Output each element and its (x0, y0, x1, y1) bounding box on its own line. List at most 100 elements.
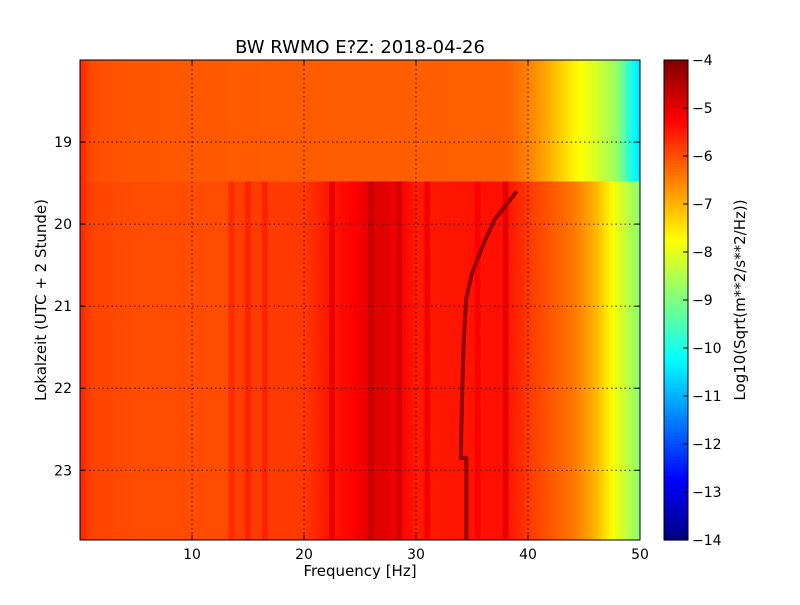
heatmap-cell-s1-c120 (416, 181, 420, 540)
heatmap-cell-s0-c95 (346, 60, 350, 182)
heatmap-cell-s1-c73 (284, 181, 288, 540)
heatmap-cell-s1-c78 (298, 181, 302, 540)
heatmap-cell-s1-c119 (413, 181, 417, 540)
heatmap-cell-s0-c31 (166, 60, 171, 182)
colorbar-cell-67 (664, 328, 688, 333)
heatmap-cell-s0-c74 (287, 60, 291, 182)
colorbar (664, 60, 688, 541)
heatmap-cell-s1-c133 (452, 181, 456, 540)
heatmap-cell-s0-c105 (374, 60, 378, 182)
heatmap-cell-s1-c99 (357, 181, 361, 540)
colorbar-cell-28 (664, 172, 688, 177)
heatmap-cell-s0-c188 (606, 60, 610, 182)
heatmap-cell-s0-c81 (306, 60, 311, 182)
colorbar-tick-label--6: −6 (692, 149, 713, 165)
heatmap-cell-s0-c118 (410, 60, 414, 182)
colorbar-cell-57 (664, 288, 688, 293)
heatmap-cell-s1-c38 (186, 181, 190, 540)
heatmap-cell-s1-c117 (407, 181, 411, 540)
heatmap-cell-s0-c175 (570, 60, 574, 182)
heatmap-cell-s0-c169 (553, 60, 557, 182)
heatmap-cell-s1-c79 (301, 181, 305, 540)
colorbar-cell-69 (664, 336, 688, 341)
heatmap-cell-s1-c84 (315, 181, 319, 540)
heatmap-cell-s0-c56 (236, 60, 241, 182)
heatmap-cell-s0-c151 (502, 60, 507, 182)
heatmap-cell-s0-c44 (203, 60, 207, 182)
heatmap-cell-s0-c156 (516, 60, 521, 182)
heatmap-cell-s1-c126 (432, 181, 437, 540)
heatmap-cell-s0-c64 (259, 60, 263, 182)
heatmap-cell-s1-c162 (533, 181, 537, 540)
colorbar-cell-99 (664, 456, 688, 461)
heatmap-cell-s0-c66 (264, 60, 269, 182)
colorbar-cell-106 (664, 484, 688, 489)
colorbar-tick-label--9: −9 (692, 293, 713, 309)
heatmap-cell-s0-c194 (623, 60, 627, 182)
heatmap-cell-s1-c39 (189, 181, 193, 540)
heatmap-cell-s0-c94 (343, 60, 347, 182)
heatmap-cell-s1-c193 (620, 181, 624, 540)
heatmap-cell-s0-c113 (396, 60, 400, 182)
heatmap-cell-s1-c7 (99, 181, 103, 540)
heatmap-cell-s1-c148 (494, 181, 498, 540)
heatmap-cell-s0-c178 (578, 60, 582, 182)
heatmap-cell-s1-c4 (91, 181, 95, 540)
heatmap-cell-s1-c190 (612, 181, 616, 540)
x-tick-label-50: 50 (631, 547, 649, 563)
heatmap-cell-s0-c89 (329, 60, 333, 182)
colorbar-cell-65 (664, 320, 688, 325)
heatmap-cell-s0-c177 (575, 60, 579, 182)
heatmap-cell-s0-c96 (348, 60, 353, 182)
heatmap-cell-s1-c33 (172, 181, 176, 540)
heatmap-cell-s0-c10 (108, 60, 112, 182)
heatmap-cell-s0-c106 (376, 60, 381, 182)
heatmap-cell-s0-c47 (211, 60, 215, 182)
heatmap-cell-s0-c150 (500, 60, 504, 182)
heatmap-cell-s1-c183 (592, 181, 596, 540)
heatmap-cell-s1-c93 (340, 181, 344, 540)
heatmap-cell-s1-c44 (203, 181, 207, 540)
heatmap-cell-s1-c125 (430, 181, 434, 540)
heatmap-cell-s0-c50 (220, 60, 224, 182)
heatmap-cell-s1-c92 (337, 181, 341, 540)
heatmap-cell-s1-c16 (124, 181, 129, 540)
heatmap-cell-s0-c70 (276, 60, 280, 182)
colorbar-cell-36 (664, 204, 688, 209)
heatmap-cell-s0-c6 (96, 60, 101, 182)
heatmap-cell-s0-c124 (427, 60, 431, 182)
heatmap-cell-s0-c57 (239, 60, 243, 182)
colorbar-cell-96 (664, 444, 688, 449)
heatmap-cell-s1-c81 (306, 181, 311, 540)
heatmap-cell-s1-c52 (225, 181, 229, 540)
heatmap-cell-s1-c143 (480, 181, 484, 540)
heatmap-cell-s0-c82 (309, 60, 313, 182)
heatmap-cell-s1-c157 (519, 181, 523, 540)
colorbar-cell-2 (664, 68, 688, 73)
heatmap-cell-s1-c14 (119, 181, 123, 540)
heatmap-cell-s0-c75 (290, 60, 294, 182)
heatmap-cell-s0-c100 (360, 60, 364, 182)
heatmap-cell-s1-c74 (287, 181, 291, 540)
heatmap-cell-s0-c26 (152, 60, 157, 182)
heatmap-cell-s0-c18 (130, 60, 134, 182)
colorbar-cell-10 (664, 100, 688, 105)
heatmap-cell-s1-c20 (136, 181, 140, 540)
x-axis-label: Frequency [Hz] (303, 562, 416, 580)
colorbar-cell-61 (664, 304, 688, 309)
heatmap-cell-s0-c3 (88, 60, 92, 182)
heatmap-cell-s1-c32 (169, 181, 173, 540)
heatmap-cell-s0-c109 (385, 60, 389, 182)
colorbar-tick-label--5: −5 (692, 101, 713, 117)
heatmap-cell-s0-c62 (253, 60, 257, 182)
colorbar-tick-label--14: −14 (692, 533, 722, 549)
heatmap-cell-s1-c42 (197, 181, 201, 540)
colorbar-cell-119 (664, 536, 688, 541)
heatmap-cell-s1-c3 (88, 181, 92, 540)
x-tick-label-40: 40 (519, 547, 537, 563)
heatmap-cell-s1-c96 (348, 181, 353, 540)
colorbar-cell-37 (664, 208, 688, 213)
heatmap-cell-s0-c54 (231, 60, 235, 182)
colorbar-cell-29 (664, 176, 688, 181)
heatmap-cell-s1-c194 (623, 181, 627, 540)
